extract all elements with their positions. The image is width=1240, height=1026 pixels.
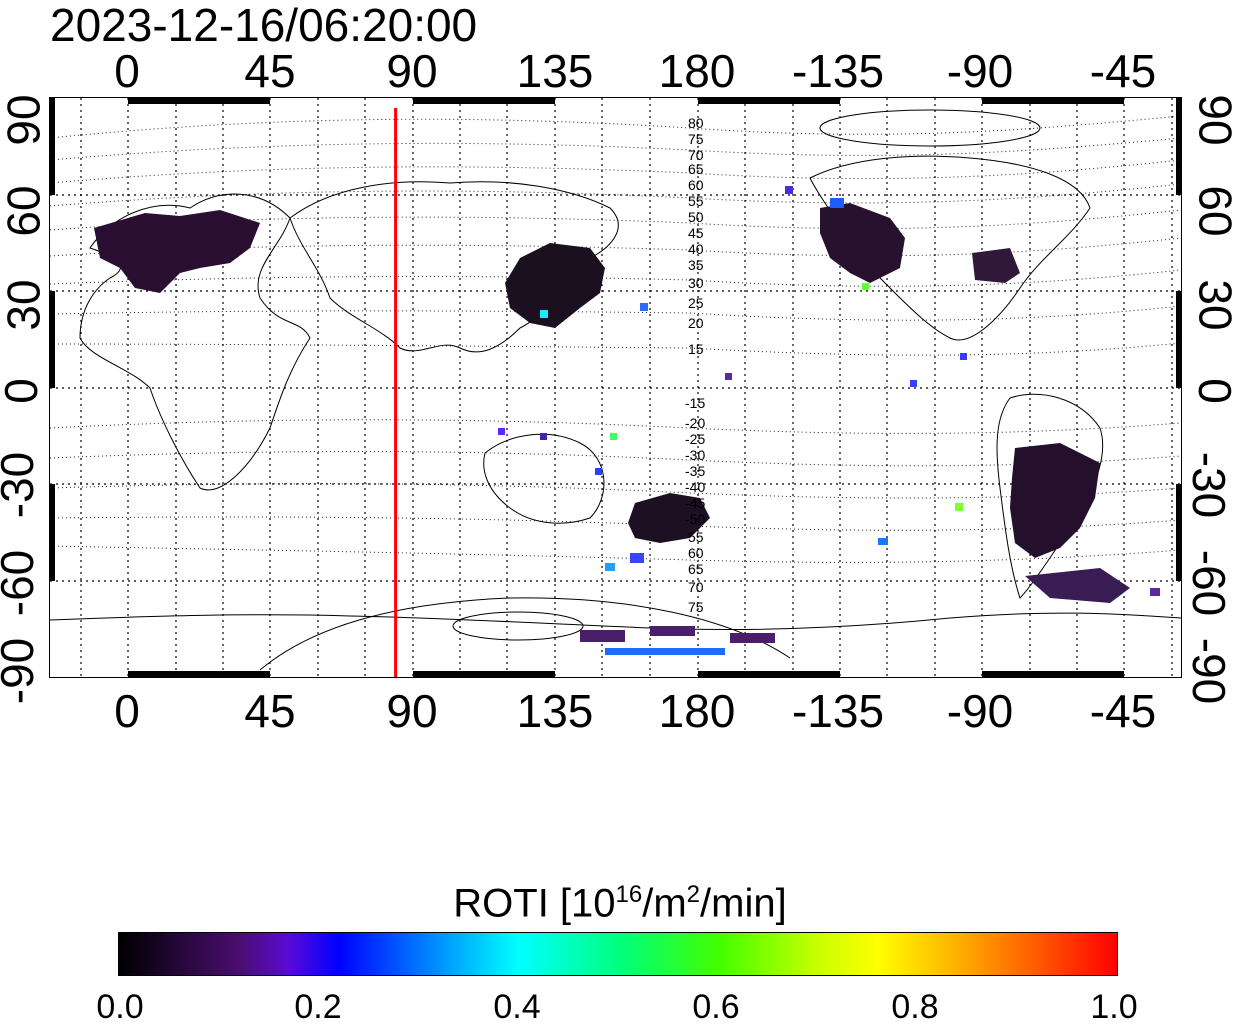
contour-label: 45 xyxy=(688,225,704,241)
colorbar-tick-label: 0.4 xyxy=(493,988,541,1026)
top-tick-label: 45 xyxy=(244,45,296,97)
contour-label: 50 xyxy=(688,209,704,225)
timestamp-title: 2023-12-16/06:20:00 xyxy=(50,0,478,51)
bottom-tick-label: 90 xyxy=(386,685,438,737)
contour-labels-south: -15 -20 -25 -30 -35 -40 -45 -50 55 60 65… xyxy=(685,395,705,615)
colorbar-title-unit: /m xyxy=(642,881,687,926)
colorbar-tick-label: 1.0 xyxy=(1090,988,1138,1026)
contour-label: 15 xyxy=(688,341,704,357)
contour-label: 65 xyxy=(688,561,704,577)
left-tick-label: 0 xyxy=(0,378,47,404)
bottom-tick-label: 180 xyxy=(658,685,736,737)
contour-label: 55 xyxy=(688,193,704,209)
contour-label: 75 xyxy=(688,131,704,147)
magnetic-contours xyxy=(50,115,1181,563)
contour-label: 60 xyxy=(688,177,704,193)
contour-labels-north: 80 75 70 65 60 55 50 45 40 35 30 25 20 1… xyxy=(688,115,704,357)
bottom-tick-label: 135 xyxy=(516,685,594,737)
colorbar-tick-label: 0.6 xyxy=(692,988,740,1026)
right-tick-label: 30 xyxy=(1189,279,1240,331)
left-tick-label: -90 xyxy=(0,637,44,705)
contour-label: -30 xyxy=(685,447,705,463)
edge-tick-bars xyxy=(50,98,1181,677)
colorbar-title-end: /min] xyxy=(700,881,787,926)
top-tick-label: 90 xyxy=(386,45,438,97)
bottom-tick-label: 45 xyxy=(244,685,296,737)
right-tick-label: -90 xyxy=(1183,637,1236,705)
top-tick-label: -45 xyxy=(1089,45,1157,97)
contour-label: -15 xyxy=(685,395,705,411)
map-canvas: 80 75 70 65 60 55 50 45 40 35 30 25 20 1… xyxy=(50,98,1181,677)
contour-label: -20 xyxy=(685,415,705,431)
contour-label: 25 xyxy=(688,295,704,311)
bottom-tick-label: 0 xyxy=(114,685,140,737)
contour-label: 65 xyxy=(688,161,704,177)
contour-label: 75 xyxy=(688,599,704,615)
contour-label: 60 xyxy=(688,545,704,561)
top-tick-label: -90 xyxy=(946,45,1014,97)
right-tick-label: 0 xyxy=(1188,378,1240,404)
contour-label: 20 xyxy=(688,315,704,331)
contour-label: -45 xyxy=(685,495,705,511)
right-tick-label: 90 xyxy=(1189,94,1240,146)
contour-label: 30 xyxy=(688,275,704,291)
graticule xyxy=(50,98,1181,677)
contour-label: -35 xyxy=(685,463,705,479)
colorbar-title-exponent: 16 xyxy=(615,881,643,908)
left-tick-label: -60 xyxy=(0,549,44,617)
left-tick-label: 30 xyxy=(0,279,50,331)
right-tick-label: -60 xyxy=(1183,549,1236,617)
left-tick-label: -30 xyxy=(0,451,44,519)
right-tick-label: 60 xyxy=(1189,185,1240,237)
contour-label: 70 xyxy=(688,147,704,163)
contour-label: 40 xyxy=(688,241,704,257)
colorbar-tick-label: 0.8 xyxy=(891,988,939,1026)
contour-label: -25 xyxy=(685,431,705,447)
top-tick-label: 0 xyxy=(114,45,140,97)
bottom-tick-label: -135 xyxy=(791,685,885,737)
colorbar-title: ROTI [1016/m2/min] xyxy=(0,872,1240,926)
contour-label: 35 xyxy=(688,257,704,273)
roti-patches xyxy=(94,186,1160,655)
colorbar-tick-label: 0.0 xyxy=(96,988,144,1026)
colorbar-title-exponent-2: 2 xyxy=(686,881,701,908)
right-tick-label: -30 xyxy=(1183,451,1236,519)
contour-label: 70 xyxy=(688,579,704,595)
contour-label: 55 xyxy=(688,529,704,545)
top-tick-label: -135 xyxy=(791,45,885,97)
top-tick-label: 180 xyxy=(658,45,736,97)
bottom-tick-label: -90 xyxy=(946,685,1014,737)
left-tick-label: 90 xyxy=(0,94,50,146)
left-tick-label: 60 xyxy=(0,185,50,237)
colorbar-tick-label: 0.2 xyxy=(294,988,342,1026)
contour-label: 80 xyxy=(688,115,704,131)
colorbar-title-main: ROTI [10 xyxy=(453,881,616,926)
world-map: 80 75 70 65 60 55 50 45 40 35 30 25 20 1… xyxy=(49,97,1182,678)
colorbar xyxy=(118,932,1118,976)
bottom-tick-label: -45 xyxy=(1089,685,1157,737)
contour-label: -40 xyxy=(685,479,705,495)
top-tick-label: 135 xyxy=(516,45,594,97)
coastlines xyxy=(50,109,1181,671)
contour-label: -50 xyxy=(685,511,705,527)
